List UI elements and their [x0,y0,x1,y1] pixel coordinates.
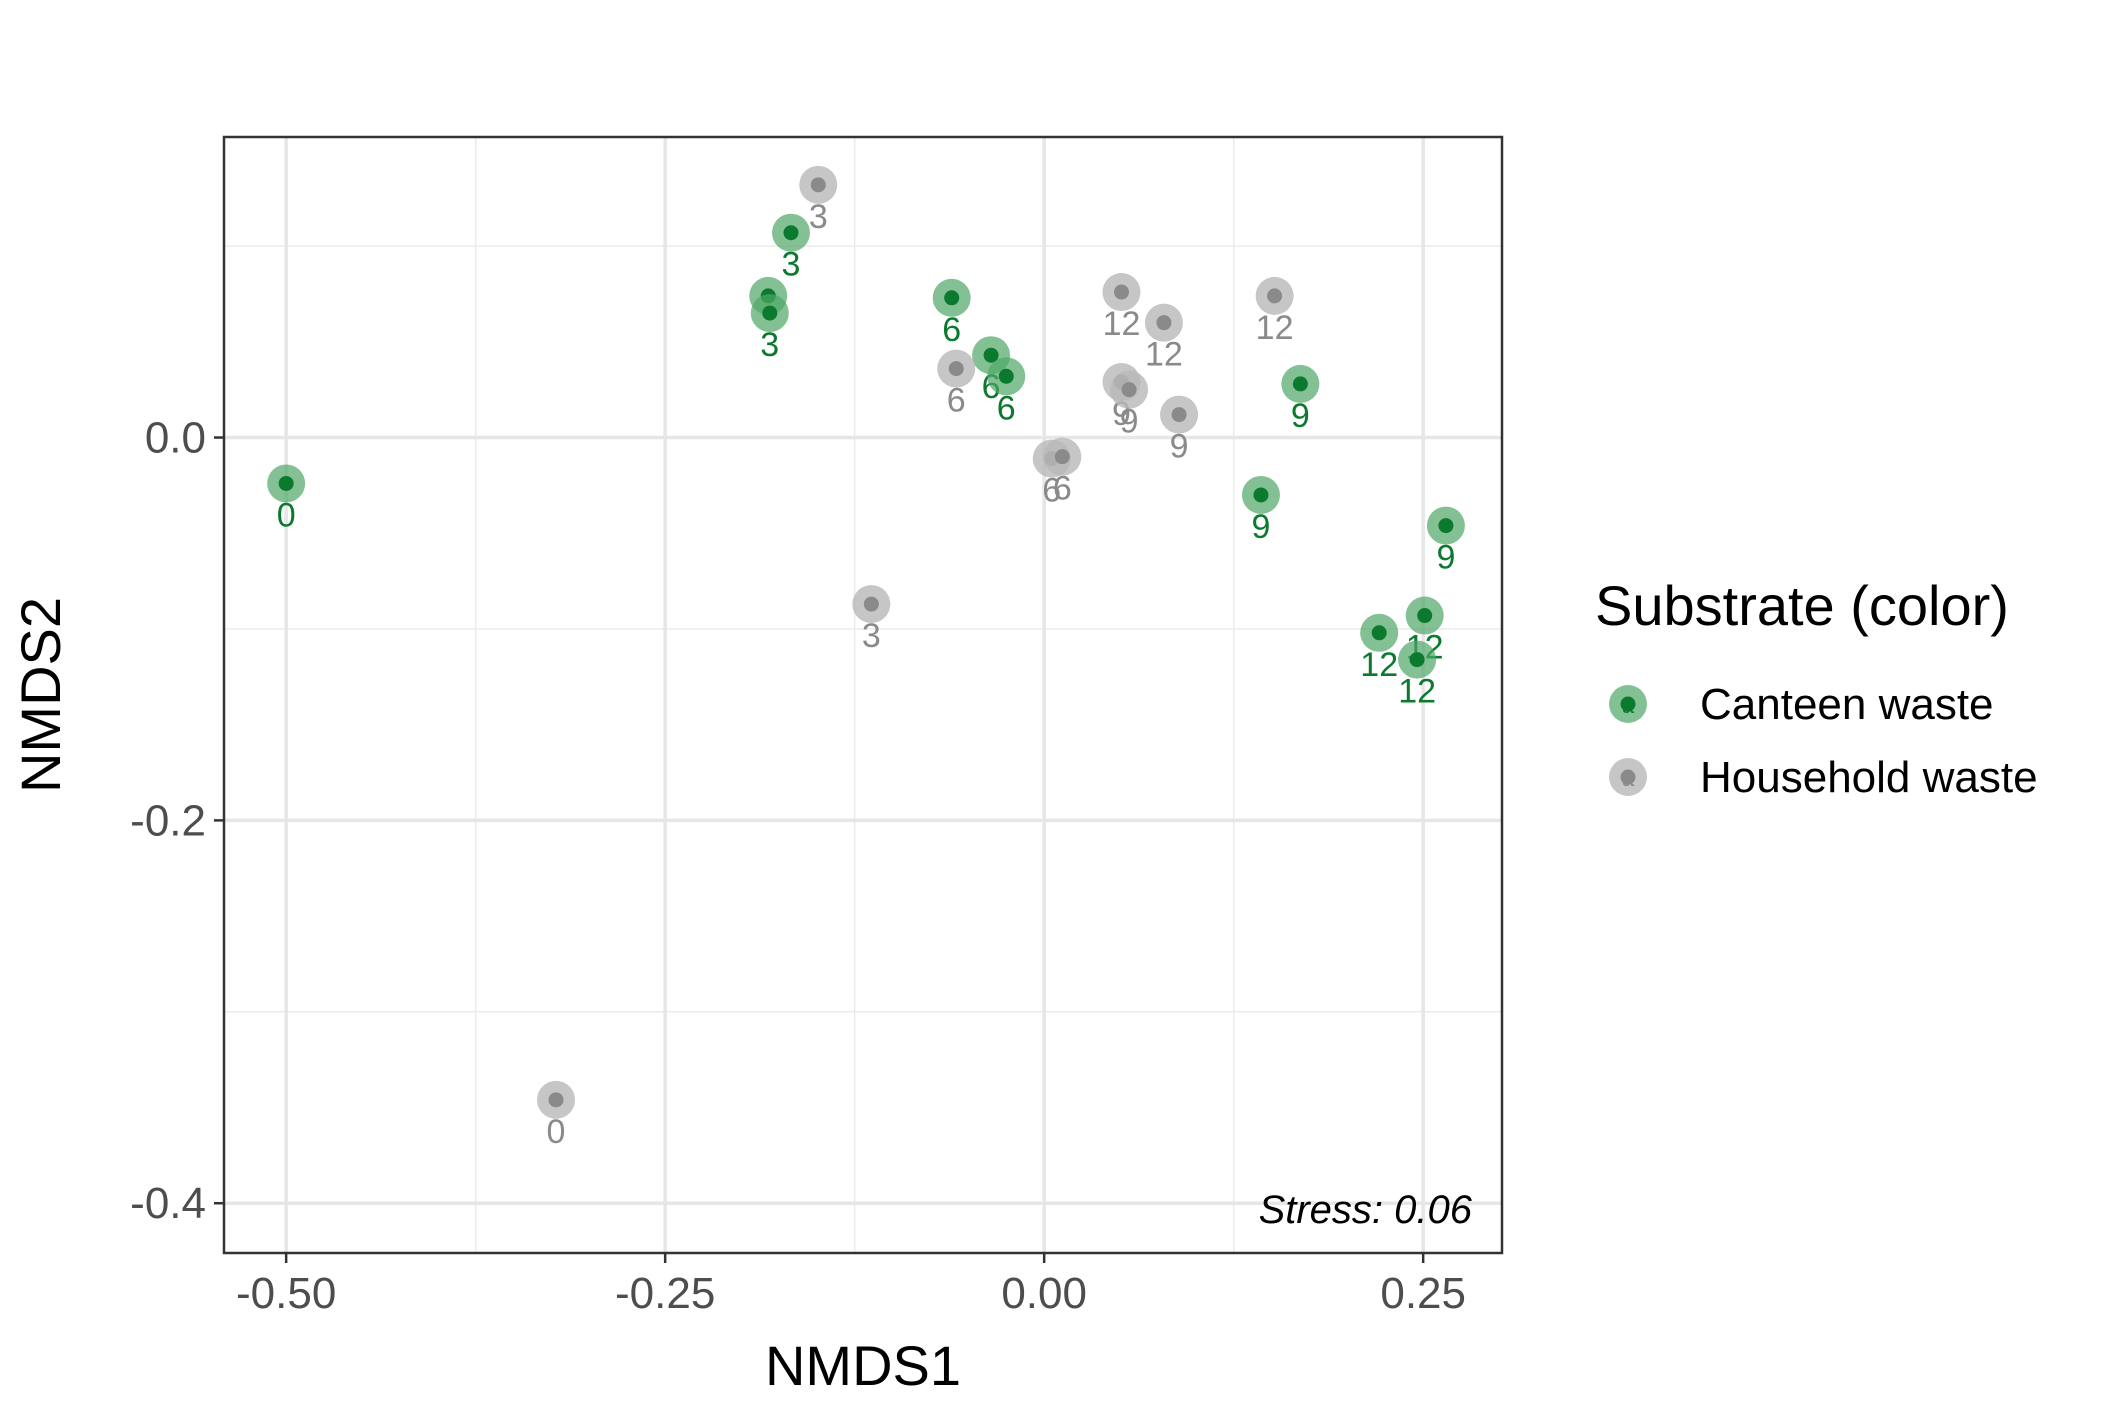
household-waste-point-8 [1171,407,1187,423]
canteen-waste-point-label-3: 3 [760,326,779,364]
household-waste-point-10 [1156,315,1172,331]
legend-key-canteen-inner [1620,696,1636,712]
stress-annotation: Stress: 0.06 [1259,1188,1473,1232]
canteen-waste-point-6 [998,368,1014,384]
household-waste-point-label-11: 12 [1256,309,1294,347]
canteen-waste-point-label-8: 9 [1251,508,1270,546]
canteen-waste-point-0 [278,475,294,491]
household-waste-point-11 [1267,288,1283,304]
canteen-waste-point-label-6: 6 [997,389,1016,427]
canteen-waste-point-label-7: 9 [1291,397,1310,435]
household-waste-point-5 [1054,449,1070,465]
legend-label-canteen-waste: Canteen waste [1700,680,1994,729]
household-waste-point-label-10: 12 [1145,336,1183,374]
canteen-waste-point-12 [1409,652,1425,668]
legend: Substrate (color) a Canteen waste a Hous… [1595,574,2038,802]
household-waste-point-label-5: 6 [1053,470,1072,508]
legend-title: Substrate (color) [1595,574,2009,637]
household-waste-point-label-9: 12 [1103,305,1141,343]
x-tick-label-2: 0.00 [1001,1269,1087,1318]
axes-layer: -0.50 -0.25 0.00 0.25 0.0 -0.2 -0.4 [130,414,1466,1318]
x-tick-label-3: 0.25 [1380,1269,1466,1318]
legend-item-household-waste: a Household waste [1609,753,2038,802]
grid-layer [224,137,1502,1253]
legend-key-canteen-glyph: a [1622,693,1635,718]
household-waste-point-label-4: 6 [1042,472,1061,510]
panel-border [222,135,1504,1255]
household-waste-point-3 [948,361,964,377]
canteen-waste-point-label-12: 12 [1398,673,1436,711]
household-waste-point-2 [863,596,879,612]
household-waste-point-label-8: 9 [1170,428,1189,466]
canteen-waste-point-10 [1371,625,1387,641]
canteen-waste-point-label-0: 0 [277,496,296,534]
points-layer: 033666999121212033666999121212 [267,165,1465,1151]
legend-item-canteen-waste: a Canteen waste [1609,680,1994,729]
canteen-waste-point-9 [1438,518,1454,534]
canteen-waste-point-label-9: 9 [1436,539,1455,577]
x-axis-title: NMDS1 [765,1334,961,1397]
x-tick-label-0: -0.50 [236,1269,336,1318]
household-waste-point-7 [1121,382,1137,398]
canteen-waste-point-label-4: 6 [942,311,961,349]
y-axis-title: NMDS2 [9,597,72,793]
canteen-waste-point-label-10: 12 [1360,646,1398,684]
canteen-waste-point-5 [983,347,999,363]
household-waste-point-1 [810,177,826,193]
y-tick-label-2: -0.4 [130,1179,206,1228]
household-waste-point-label-3: 6 [947,382,966,420]
household-waste-point-label-2: 3 [862,617,881,655]
canteen-waste-point-8 [1253,487,1269,503]
canteen-waste-point-4 [944,290,960,306]
legend-key-household-inner [1620,769,1636,785]
canteen-waste-point-7 [1292,376,1308,392]
canteen-waste-point-label-1: 3 [782,246,801,284]
x-tick-label-1: -0.25 [615,1269,715,1318]
household-waste-point-0 [548,1092,564,1108]
y-tick-label-1: -0.2 [130,796,206,845]
canteen-waste-point-11 [1417,608,1433,624]
legend-label-household-waste: Household waste [1700,753,2038,802]
household-waste-point-label-7: 9 [1120,403,1139,441]
household-waste-point-9 [1113,284,1129,300]
legend-key-household-glyph: a [1622,766,1635,791]
household-waste-point-label-0: 0 [547,1113,566,1151]
household-waste-point-label-1: 3 [809,198,828,236]
canteen-waste-point-1 [783,225,799,241]
canteen-waste-point-3 [762,305,778,321]
y-tick-label-0: 0.0 [145,414,206,463]
